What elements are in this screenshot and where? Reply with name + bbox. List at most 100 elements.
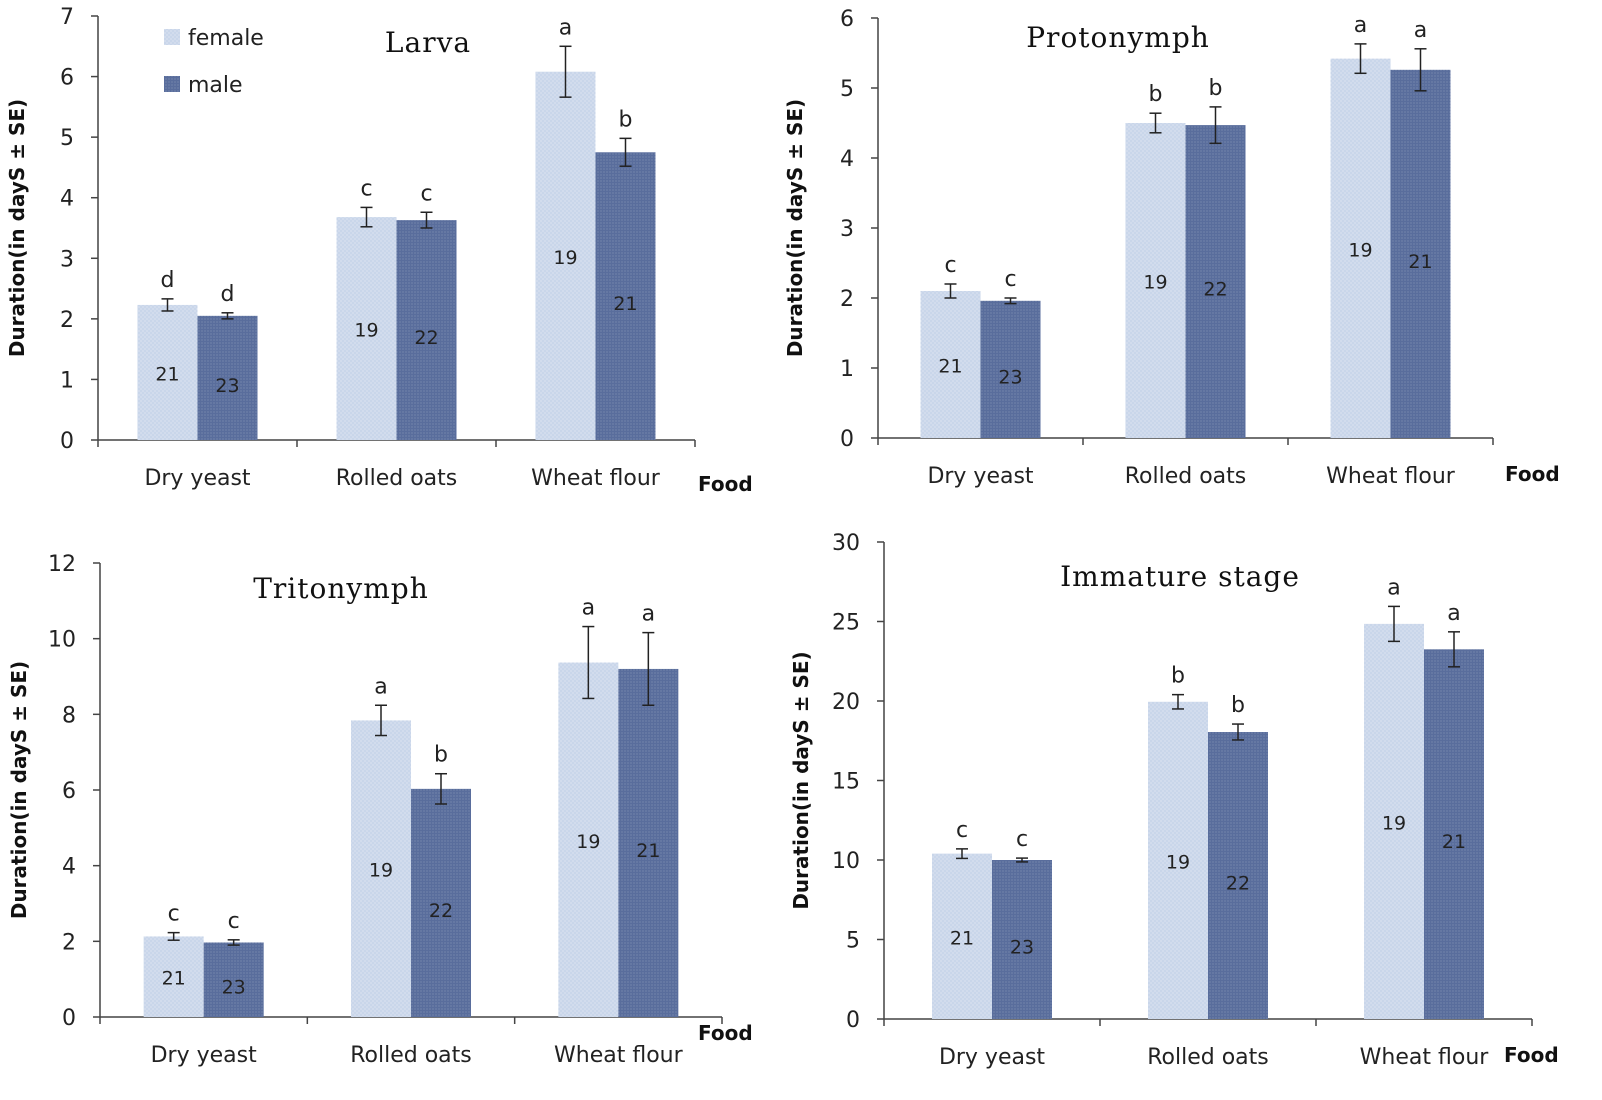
bar-male bbox=[980, 300, 1041, 438]
y-tick-label: 4 bbox=[60, 187, 74, 212]
sample-size-label: 21 bbox=[155, 363, 179, 385]
significance-letter: b bbox=[1231, 693, 1245, 718]
significance-letter: b bbox=[434, 743, 448, 768]
y-tick-label: 2 bbox=[840, 287, 854, 312]
sample-size-label: 23 bbox=[998, 366, 1022, 388]
significance-letter: b bbox=[619, 107, 633, 132]
y-tick-label: 8 bbox=[62, 703, 76, 728]
y-axis-label: Duration(in dayS ± SE) bbox=[783, 99, 807, 357]
x-category-label: Rolled oats bbox=[1147, 1045, 1269, 1070]
sample-size-label: 19 bbox=[1166, 851, 1190, 873]
y-tick-label: 20 bbox=[832, 690, 860, 715]
significance-letter: b bbox=[1209, 76, 1223, 101]
bar-female bbox=[535, 71, 596, 441]
significance-letter: d bbox=[161, 268, 175, 293]
y-tick-label: 15 bbox=[832, 770, 860, 795]
x-axis-label: Food bbox=[698, 472, 753, 496]
y-tick-label: 25 bbox=[832, 611, 860, 636]
y-tick-label: 6 bbox=[62, 779, 76, 804]
legend-swatch-male bbox=[164, 76, 180, 92]
bar-male bbox=[1424, 649, 1484, 1019]
y-tick-label: 0 bbox=[60, 429, 74, 454]
x-category-label: Wheat flour bbox=[554, 1043, 684, 1068]
significance-letter: a bbox=[642, 602, 655, 627]
bar-female bbox=[1330, 58, 1391, 438]
bar-female bbox=[1148, 701, 1208, 1019]
sample-size-label: 21 bbox=[950, 927, 974, 949]
y-tick-label: 1 bbox=[840, 357, 854, 382]
y-axis-label: Duration(in dayS ± SE) bbox=[5, 99, 29, 357]
x-category-label: Dry yeast bbox=[151, 1043, 257, 1068]
chart-title: Immature stage bbox=[1060, 560, 1300, 593]
x-category-label: Dry yeast bbox=[144, 466, 250, 491]
bar-male bbox=[396, 220, 457, 440]
y-tick-label: 4 bbox=[62, 855, 76, 880]
bar-female bbox=[336, 217, 397, 440]
y-tick-label: 10 bbox=[48, 628, 76, 653]
y-tick-label: 5 bbox=[846, 929, 860, 954]
significance-letter: a bbox=[1414, 18, 1427, 43]
significance-letter: b bbox=[1171, 664, 1185, 689]
y-tick-label: 0 bbox=[846, 1008, 860, 1033]
y-tick-label: 2 bbox=[60, 308, 74, 333]
significance-letter: b bbox=[1149, 82, 1163, 107]
sample-size-label: 19 bbox=[1382, 812, 1406, 834]
significance-letter: c bbox=[360, 176, 372, 201]
y-tick-label: 10 bbox=[832, 849, 860, 874]
y-tick-label: 4 bbox=[840, 147, 854, 172]
chart-title: Protonymph bbox=[1026, 21, 1210, 54]
bar-female bbox=[932, 853, 992, 1019]
y-tick-label: 5 bbox=[60, 126, 74, 151]
y-axis-label: Duration(in dayS ± SE) bbox=[789, 651, 813, 909]
bar-male bbox=[618, 668, 679, 1017]
significance-letter: c bbox=[1016, 827, 1028, 852]
bar-female bbox=[558, 662, 619, 1017]
sample-size-label: 22 bbox=[1226, 873, 1250, 895]
legend-label-female: female bbox=[188, 26, 264, 51]
legend-label-male: male bbox=[188, 73, 243, 98]
x-category-label: Wheat flour bbox=[1360, 1045, 1490, 1070]
sample-size-label: 23 bbox=[215, 375, 239, 397]
bar-female bbox=[137, 304, 198, 440]
sample-size-label: 19 bbox=[1348, 239, 1372, 261]
y-tick-label: 1 bbox=[60, 368, 74, 393]
y-tick-label: 7 bbox=[60, 5, 74, 30]
bar-male bbox=[595, 152, 656, 441]
y-tick-label: 0 bbox=[840, 427, 854, 452]
x-axis-label: Food bbox=[1505, 462, 1560, 486]
y-tick-label: 2 bbox=[62, 930, 76, 955]
x-category-label: Dry yeast bbox=[939, 1045, 1045, 1070]
bar-female bbox=[351, 720, 411, 1017]
sample-size-label: 19 bbox=[576, 831, 600, 853]
y-tick-label: 6 bbox=[840, 7, 854, 32]
sample-size-label: 23 bbox=[222, 977, 246, 999]
bar-female bbox=[143, 936, 204, 1017]
bar-male bbox=[1208, 732, 1268, 1019]
y-tick-label: 6 bbox=[60, 66, 74, 91]
x-category-label: Rolled oats bbox=[336, 466, 458, 491]
bar-female bbox=[920, 291, 981, 438]
significance-letter: a bbox=[1387, 575, 1400, 600]
sample-size-label: 19 bbox=[369, 860, 393, 882]
significance-letter: a bbox=[559, 15, 572, 40]
significance-letter: c bbox=[168, 902, 180, 927]
y-tick-label: 0 bbox=[62, 1006, 76, 1031]
significance-letter: c bbox=[228, 909, 240, 934]
y-tick-label: 3 bbox=[840, 217, 854, 242]
chart-title: Larva bbox=[385, 26, 471, 59]
y-tick-label: 3 bbox=[60, 247, 74, 272]
x-category-label: Rolled oats bbox=[1125, 464, 1247, 489]
sample-size-label: 19 bbox=[553, 247, 577, 269]
significance-letter: a bbox=[1354, 13, 1367, 38]
significance-letter: c bbox=[420, 181, 432, 206]
bar-female bbox=[1364, 623, 1424, 1019]
x-category-label: Dry yeast bbox=[927, 464, 1033, 489]
sample-size-label: 23 bbox=[1010, 937, 1034, 959]
y-axis-label: Duration(in dayS ± SE) bbox=[7, 661, 31, 919]
y-tick-label: 12 bbox=[48, 552, 76, 577]
legend: female male bbox=[164, 26, 264, 98]
significance-letter: a bbox=[582, 596, 595, 621]
sample-size-label: 19 bbox=[1143, 272, 1167, 294]
